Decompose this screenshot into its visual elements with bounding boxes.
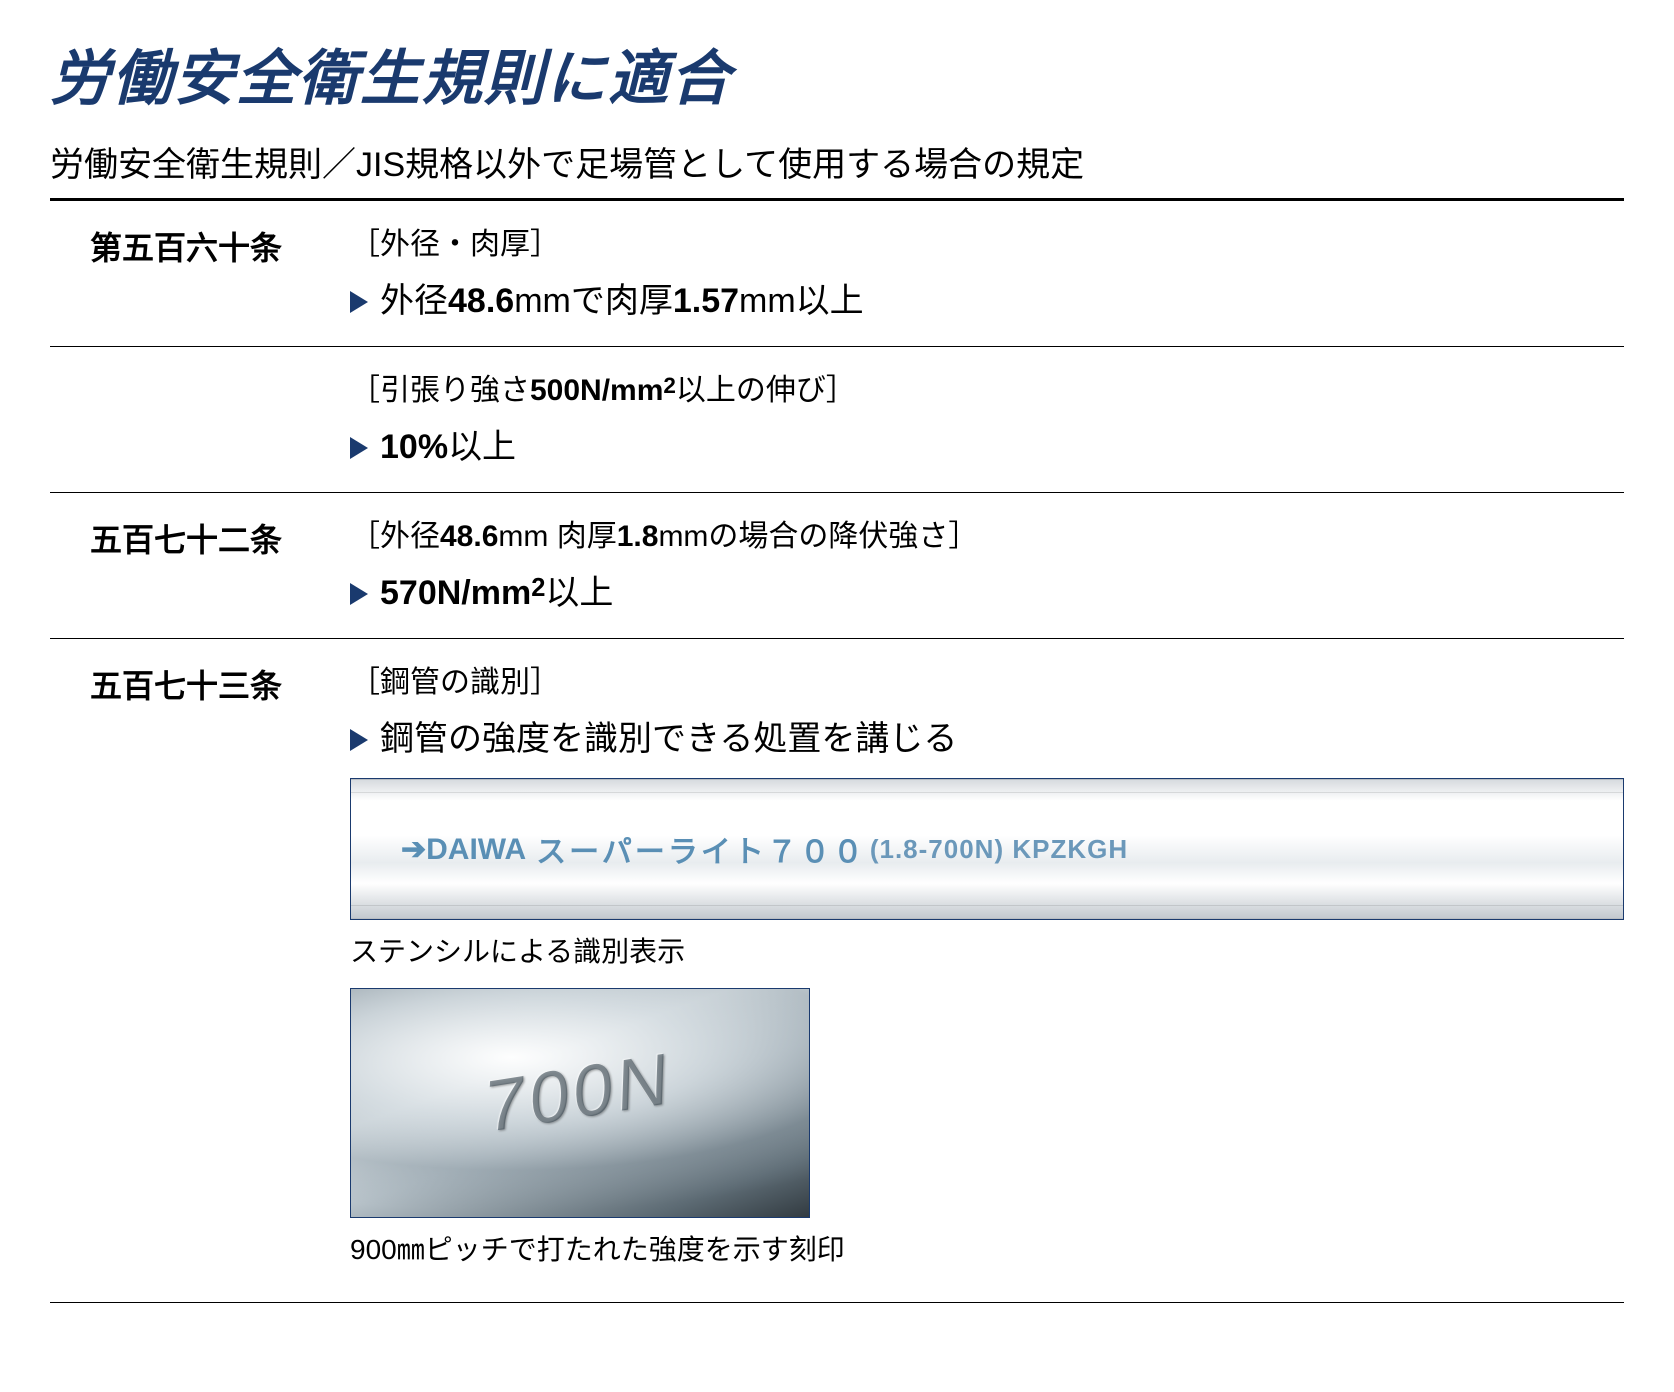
article-label — [50, 365, 350, 369]
regulation-row: ［引張り強さ500N/mm2以上の伸び］ 10%以上 — [50, 347, 1624, 492]
stamped-pipe-figure: 700N — [350, 988, 810, 1218]
divider — [50, 1302, 1624, 1303]
pipe-stencil-graphic: ➔DAIWA スーパーライト７００ (1.8-700N) KPZKGH — [351, 779, 1623, 919]
regulation-value: 10%以上 — [350, 419, 1624, 468]
triangle-icon — [350, 291, 368, 313]
bracket-text: ［引張り強さ500N/mm2以上の伸び］ — [350, 365, 1624, 409]
figure-caption: 900㎜ピッチで打たれた強度を示す刻印 — [350, 1228, 1624, 1268]
regulation-content: ［外径・肉厚］ 外径48.6mmで肉厚1.57mm以上 — [350, 219, 1624, 322]
value-text: 570N/mm2以上 — [380, 565, 613, 614]
regulation-row: 五百七十二条 ［外径48.6mm 肉厚1.8mmの場合の降伏強さ］ 570N/m… — [50, 493, 1624, 638]
triangle-icon — [350, 729, 368, 751]
stencil-main-text: スーパーライト７００ — [536, 827, 866, 871]
regulation-content: ［引張り強さ500N/mm2以上の伸び］ 10%以上 — [350, 365, 1624, 468]
page-subtitle: 労働安全衛生規則／JIS規格以外で足場管として使用する場合の規定 — [50, 137, 1624, 186]
pipe-stamp-graphic: 700N — [351, 989, 809, 1217]
regulation-value: 外径48.6mmで肉厚1.57mm以上 — [350, 273, 1624, 322]
bracket-text: ［鋼管の識別］ — [350, 657, 1624, 701]
stencil-pipe-figure: ➔DAIWA スーパーライト７００ (1.8-700N) KPZKGH — [350, 778, 1624, 920]
page-title: 労働安全衛生規則に適合 — [50, 30, 1624, 117]
article-label: 第五百六十条 — [50, 219, 350, 269]
regulation-content: ［鋼管の識別］ 鋼管の強度を識別できる処置を講じる ➔DAIWA スーパーライト… — [350, 657, 1624, 1278]
value-text: 鋼管の強度を識別できる処置を講じる — [380, 711, 957, 760]
stamp-text: 700N — [479, 1038, 678, 1148]
regulation-value: 鋼管の強度を識別できる処置を講じる — [350, 711, 1624, 760]
bracket-text: ［外径・肉厚］ — [350, 219, 1624, 263]
regulation-value: 570N/mm2以上 — [350, 565, 1624, 614]
stencil-suffix-text: (1.8-700N) KPZKGH — [870, 834, 1128, 865]
value-text: 外径48.6mmで肉厚1.57mm以上 — [380, 273, 864, 322]
article-label: 五百七十二条 — [50, 511, 350, 561]
figure-caption: ステンシルによる識別表示 — [350, 930, 1624, 970]
article-label: 五百七十三条 — [50, 657, 350, 707]
value-text: 10%以上 — [380, 419, 516, 468]
triangle-icon — [350, 583, 368, 605]
regulation-row: 第五百六十条 ［外径・肉厚］ 外径48.6mmで肉厚1.57mm以上 — [50, 201, 1624, 346]
daiwa-logo-text: ➔DAIWA — [401, 832, 526, 867]
regulation-row: 五百七十三条 ［鋼管の識別］ 鋼管の強度を識別できる処置を講じる ➔DAIWA … — [50, 639, 1624, 1302]
bracket-text: ［外径48.6mm 肉厚1.8mmの場合の降伏強さ］ — [350, 511, 1624, 555]
triangle-icon — [350, 437, 368, 459]
regulation-content: ［外径48.6mm 肉厚1.8mmの場合の降伏強さ］ 570N/mm2以上 — [350, 511, 1624, 614]
